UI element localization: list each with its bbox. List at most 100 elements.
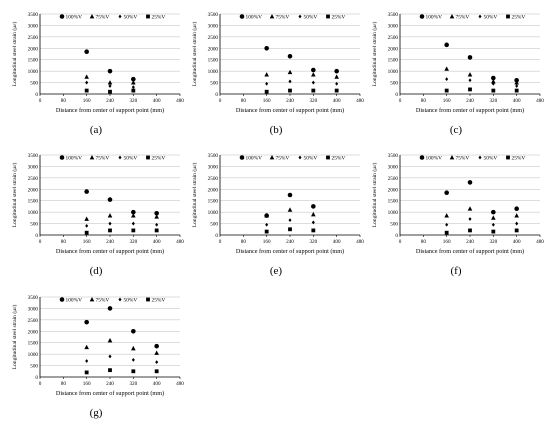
y-tick-label: 500 (390, 81, 398, 87)
x-tick-label: 80 (61, 98, 67, 104)
x-tick-label: 320 (129, 98, 137, 104)
x-tick-label: 80 (421, 98, 427, 104)
data-point (491, 222, 495, 227)
data-point (514, 213, 519, 218)
x-tick-label: 240 (466, 98, 474, 104)
x-tick-label: 0 (219, 98, 222, 104)
data-point (467, 180, 473, 185)
data-point (311, 67, 316, 73)
data-point (107, 68, 113, 74)
y-tick-label: 1500 (388, 58, 399, 64)
legend-marker (118, 155, 122, 160)
axis-lines (399, 155, 540, 236)
data-point (107, 306, 113, 311)
x-tick-label: 320 (309, 98, 317, 104)
legend-marker (269, 14, 275, 19)
y-tick-label: 2500 (28, 318, 39, 324)
y-axis-label: Longitudinal steel strain (με) (11, 21, 18, 86)
data-point (264, 89, 269, 94)
legend-label: 25%V (152, 156, 166, 162)
y-tick-label: 1000 (388, 69, 399, 75)
data-point (131, 213, 136, 218)
y-axis-label: Longitudinal steel strain (με) (191, 21, 198, 86)
data-point (288, 218, 292, 223)
legend-marker (298, 155, 302, 160)
data-point (288, 227, 292, 232)
legend-label: 75%V (96, 298, 110, 304)
legend-marker (478, 155, 482, 160)
data-point (287, 53, 293, 59)
legend-label: 50%V (124, 298, 138, 304)
y-tick-label: 3000 (208, 164, 219, 170)
x-tick-label: 160 (263, 239, 271, 245)
legend-label: 50%V (484, 156, 498, 162)
panel-label-d: (d) (89, 265, 103, 277)
y-tick-label: 2500 (388, 35, 399, 41)
legend-label: 100%V (246, 156, 263, 162)
y-tick-label: 1500 (388, 199, 399, 205)
panel-a: 0 500 1000 1500 2000 2500 3000 3500 0 80 160 240 320… (6, 2, 186, 142)
data-point (467, 72, 473, 77)
y-tick-label: 0 (395, 233, 398, 239)
data-point (84, 319, 89, 325)
data-point (491, 209, 496, 215)
x-tick-label: 80 (241, 239, 247, 245)
data-point (131, 209, 136, 215)
data-point (514, 80, 519, 85)
legend-label: 75%V (276, 156, 290, 162)
x-axis-label: Distance from center of support point (m… (416, 107, 524, 114)
data-point (107, 337, 113, 343)
data-point (311, 80, 315, 85)
x-tick-label: 480 (176, 239, 184, 245)
data-point (287, 207, 293, 212)
y-tick-label: 2000 (28, 187, 39, 193)
x-tick-label: 0 (39, 381, 42, 387)
data-point (491, 78, 496, 84)
legend-label: 100%V (66, 298, 83, 304)
x-axis-label: Distance from center of support point (m… (236, 248, 344, 255)
legend-label: 100%V (246, 15, 263, 21)
legend-marker (59, 14, 65, 19)
legend-marker (118, 14, 122, 19)
y-tick-label: 2500 (28, 176, 39, 182)
legend-marker (59, 297, 65, 302)
panel-g: 0 500 1000 1500 2000 2500 3000 3500 0 80 160 240 320… (6, 285, 186, 425)
y-tick-label: 0 (35, 92, 38, 98)
y-axis-label: Longitudinal steel strain (με) (11, 162, 18, 227)
data-point (265, 222, 269, 227)
y-tick-label: 0 (215, 233, 218, 239)
x-tick-label: 400 (153, 98, 161, 104)
axis-lines (39, 14, 180, 95)
y-tick-label: 2000 (208, 187, 219, 193)
panel-label-f: (f) (450, 265, 462, 277)
data-point (84, 344, 89, 350)
data-point (154, 210, 159, 216)
y-tick-label: 2000 (388, 187, 399, 193)
legend-marker (89, 155, 95, 160)
y-tick-label: 3000 (28, 23, 39, 29)
data-point (108, 368, 112, 373)
legend-marker (59, 155, 65, 160)
data-point (311, 220, 315, 225)
data-point (515, 221, 519, 226)
y-tick-label: 500 (390, 222, 398, 228)
y-tick-label: 500 (30, 222, 38, 228)
y-tick-label: 3500 (388, 12, 399, 18)
data-point (84, 49, 89, 55)
data-point (131, 88, 136, 93)
data-point (515, 84, 519, 88)
data-point (131, 328, 136, 334)
panel-b: 0 500 1000 1500 2000 2500 3000 3500 0 80 160 240 320… (186, 2, 366, 142)
data-point (444, 66, 449, 71)
legend-marker (269, 155, 275, 160)
data-point (264, 229, 269, 234)
y-tick-label: 1500 (28, 58, 39, 64)
x-axis-label: Distance from center of support point (m… (56, 248, 164, 255)
data-point (311, 204, 316, 209)
y-tick-label: 1000 (388, 210, 399, 216)
legend-marker (449, 14, 455, 19)
legend-label: 25%V (152, 298, 166, 304)
x-axis-label: Distance from center of support point (m… (416, 248, 524, 255)
legend-label: 25%V (512, 156, 526, 162)
